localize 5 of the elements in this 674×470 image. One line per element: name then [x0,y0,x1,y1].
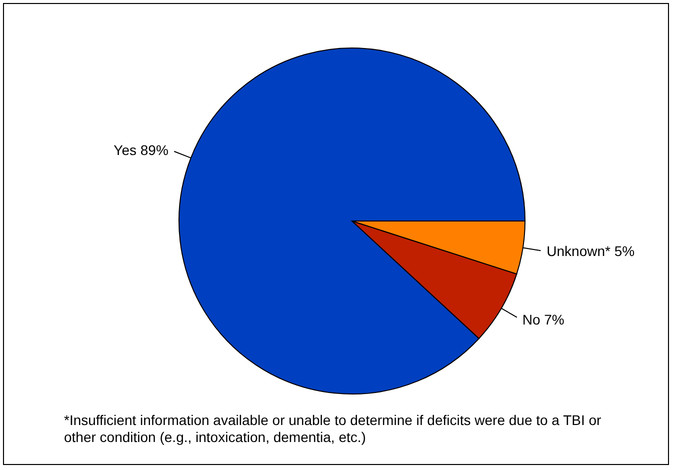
slice-label: No 7% [522,311,564,328]
slice-label: Yes 89% [114,142,168,158]
slice-label: Unknown* 5% [546,243,635,260]
text: *Insufficient information available or unable to determine if deficits were due to a TBI or other condition (e.g., intoxication, dementia, etc.) [64,412,602,446]
pie-slice [178,48,526,394]
